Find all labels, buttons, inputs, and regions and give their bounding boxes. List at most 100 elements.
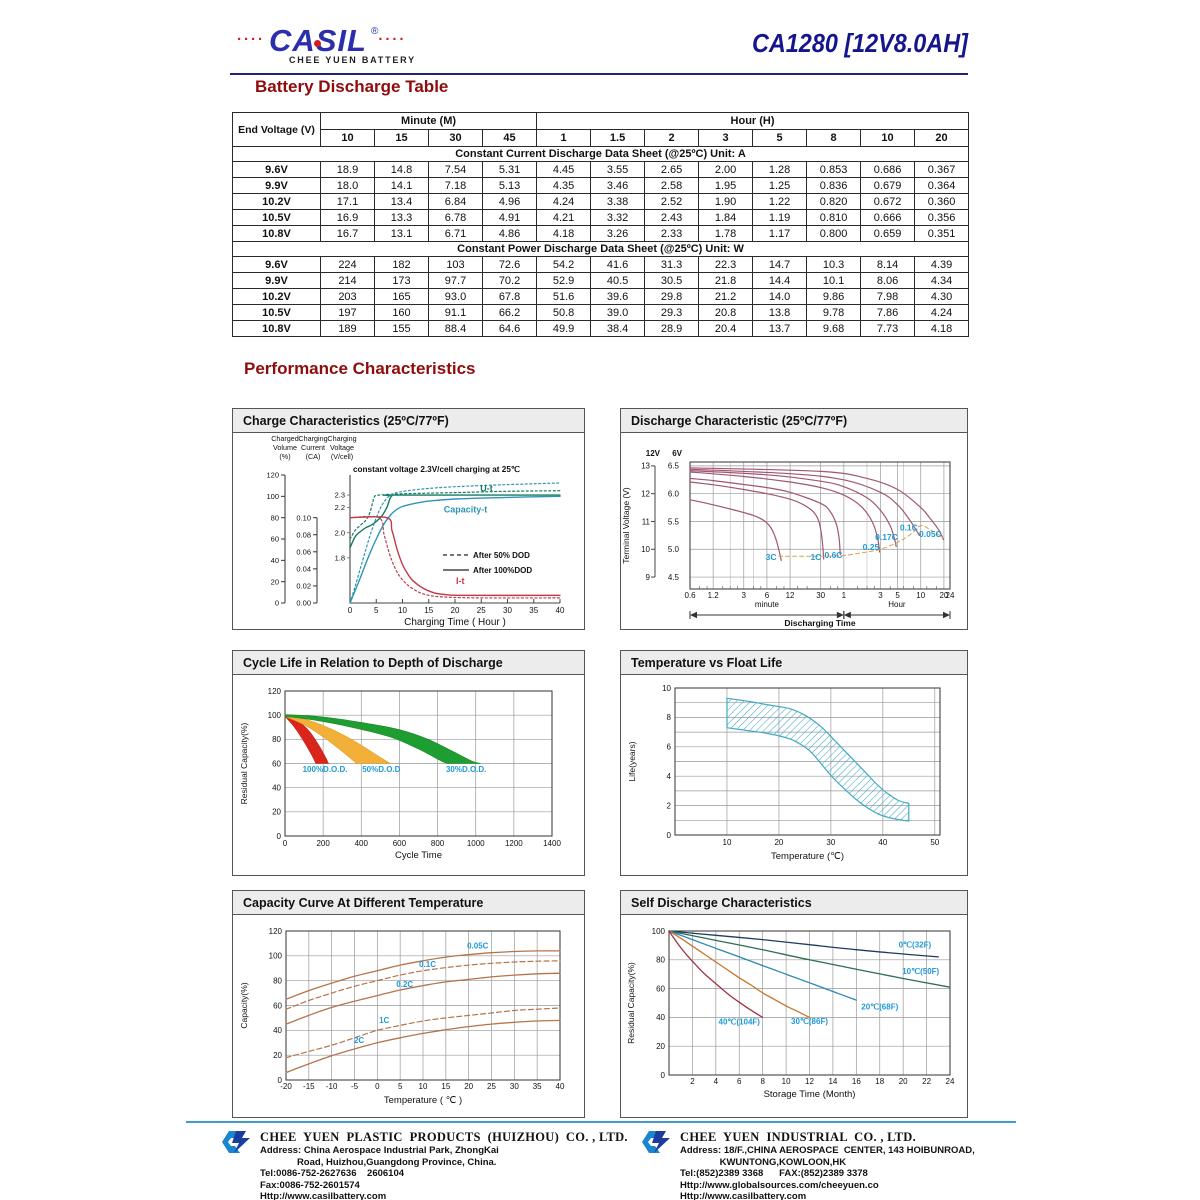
table-cell: 18.9 [320,161,375,178]
annotations: constant voltage 2.3V/cell charging at 2… [353,465,520,586]
svg-text:1400: 1400 [543,839,561,848]
table-cell: 1.78 [698,225,754,242]
y-axis-label: Life(years) [627,741,637,781]
table-section-header: Constant Current Discharge Data Sheet (@… [231,146,970,162]
table-cell: 0.810 [806,209,862,226]
address-line: Tel:(852)2389 3368 FAX:(852)2389 3378 [680,1168,868,1179]
svg-text:1: 1 [842,591,847,600]
current-after-100-dod [349,516,561,597]
address-line: Road, Huizhou,Guangdong Province, China. [260,1156,497,1168]
svg-text:4.5: 4.5 [668,573,680,582]
x-axis: 10 20 30 40 50 Temperature (℃) [723,838,940,862]
table-row: 10.5V 197 160 91.1 66.2 50.8 39.0 29.3 20.8 13.8 9… [232,304,970,321]
table-header-cell: Hour (H) [536,112,970,130]
curve-2c [285,1019,561,1074]
table-row: 9.9V 214 173 97.7 70.2 52.9 40.5 30.5 21.8 14.4 10… [232,272,970,289]
table-cell: 21.8 [698,272,754,289]
svg-text:0: 0 [661,1071,666,1080]
table-row: 10.5V 16.9 13.3 6.78 4.91 4.21 3.32 2.43 1.84 1.1… [232,209,970,226]
svg-text:Hour: Hour [888,600,906,609]
table-header-cell: 45 [481,129,538,147]
svg-text:8: 8 [667,713,672,722]
svg-text:U-t: U-t [480,483,493,493]
table-cell: 16.7 [320,225,375,242]
table-cell: 2.00 [698,161,754,178]
curve-1c [689,481,825,560]
annotations: 0℃(32F) 10℃(50F) 20℃(68F) 30℃(86F) 40℃(104F) [719,941,940,1027]
svg-text:13: 13 [641,462,650,471]
svg-text:0.6C: 0.6C [824,550,842,560]
plot-frame [349,475,560,604]
svg-text:400: 400 [355,839,369,848]
footer-company-left: CHEE YUEN PLASTIC PRODUCTS (HUIZHOU) CO.… [222,1130,632,1200]
table-cell: 1.90 [698,193,754,210]
svg-text:0.1C: 0.1C [900,522,918,532]
casil-logo: ···· CASIL ® ···· CHEE YUEN BATTERY [237,23,416,65]
table-cell: 160 [374,304,429,321]
table-cell: 224 [320,256,375,273]
svg-text:12V: 12V [646,449,661,458]
table-cell: 0.800 [806,225,862,242]
svg-text:35: 35 [529,606,538,615]
table-header-cell: 20 [914,129,970,147]
svg-text:0.17C: 0.17C [875,532,898,542]
svg-text:20: 20 [899,1077,908,1086]
table-header-cell: 10 [320,129,375,147]
annotations: 100%D.O.D. 50%D.O.D 30%D.O.D. [303,765,487,774]
svg-text:0: 0 [667,831,672,840]
svg-text:20: 20 [656,1042,665,1051]
y-axis-dual: 12V 6V 13 6.5 12 6.0 11 5.5 10 5.0 9 4.5 [641,449,683,582]
svg-text:0.05C: 0.05C [919,529,942,539]
svg-text:50: 50 [930,838,939,847]
svg-text:25: 25 [477,606,486,615]
svg-text:2: 2 [667,801,672,810]
svg-text:Charged: Charged [271,434,299,443]
table-cell: 54.2 [536,256,592,273]
svg-text:30℃(86F): 30℃(86F) [791,1017,828,1026]
svg-text:40: 40 [878,838,887,847]
curve-0.2c [285,972,561,1025]
svg-text:1000: 1000 [467,839,485,848]
svg-text:100: 100 [652,927,666,936]
series [726,697,910,822]
svg-text:Volume: Volume [273,443,297,452]
series [284,714,481,764]
svg-text:10: 10 [419,1082,428,1091]
band-100-dod [284,714,329,764]
table-cell: 0.686 [860,161,916,178]
address-line: Address: China Aerospace Industrial Park… [260,1145,499,1156]
chart-panel-float-life: Temperature vs Float Life 10 20 30 40 50 Temp… [620,650,968,876]
svg-text:1200: 1200 [505,839,523,848]
svg-text:6: 6 [667,743,672,752]
table-cell: 9.78 [806,304,862,321]
svg-text:2: 2 [690,1077,695,1086]
svg-text:Discharging Time: Discharging Time [784,618,855,628]
svg-text:20: 20 [464,1082,473,1091]
y-axis-label: Terminal Voltage (V) [621,487,631,564]
curve-0.05c [285,950,561,1000]
cycle-life-chart: 0 200 400 600 800 1000 1200 1400 Cycle Time 0 20 40… [239,687,561,861]
svg-text:80: 80 [272,735,281,744]
curve-3c [689,499,782,561]
chart-title: Cycle Life in Relation to Depth of Disch… [233,651,584,675]
table-cell: 1.28 [752,161,808,178]
table-cell: 29.3 [644,304,700,321]
capacity-after-100-dod [349,495,561,604]
x-axis: 0 5 10 15 20 25 30 35 40 Charging Time ( Hour ) [348,599,565,628]
table-cell: 9.86 [806,288,862,305]
chart-panel-cycle-life: Cycle Life in Relation to Depth of Disch… [232,650,585,876]
table-cell: 28.9 [644,320,700,337]
series [285,950,561,1074]
table-header-cell: 2 [644,129,700,147]
table-cell: 50.8 [536,304,592,321]
table-cell: 203 [320,288,375,305]
table-cell: 214 [320,272,375,289]
svg-text:0: 0 [375,1082,380,1091]
svg-text:1C: 1C [810,552,821,562]
svg-text:Capacity(%): Capacity(%) [239,982,249,1028]
svg-text:minute: minute [755,600,780,609]
table-cell: 10.1 [806,272,862,289]
table-cell: 6.78 [428,209,483,226]
company-contact: Address: 18/F.,CHINA AEROSPACE CENTER, 1… [680,1145,1052,1200]
